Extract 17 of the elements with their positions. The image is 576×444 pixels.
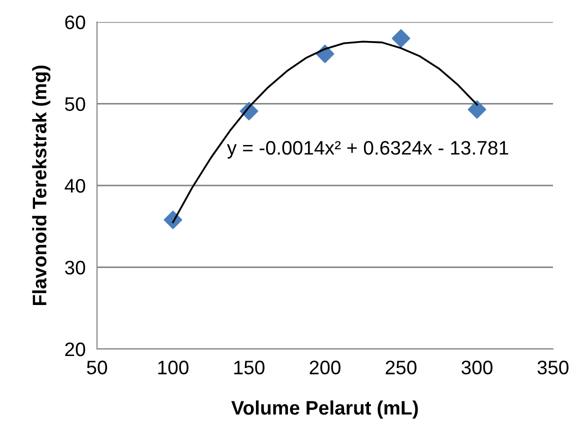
x-tick-label: 100	[158, 360, 188, 374]
y-tick-label: 50	[65, 97, 86, 111]
y-tick-label: 30	[65, 260, 86, 274]
x-axis-title: Volume Pelarut (mL)	[231, 400, 418, 419]
annotation: y = -0.0014x² + 0.6324x - 13.781	[227, 140, 508, 159]
x-tick-label: 50	[86, 360, 108, 374]
x-tick-label: 250	[386, 360, 416, 374]
y-tick-label: 60	[65, 15, 86, 30]
x-tick-label: 200	[310, 360, 340, 374]
y-tick-label: 40	[64, 178, 86, 193]
x-tick-label: 150	[234, 360, 264, 374]
x-tick-label: 350	[538, 360, 568, 374]
x-tick-label: 300	[462, 360, 492, 374]
point	[468, 100, 486, 119]
point	[392, 29, 410, 48]
y-axis-title: Flavonoid Terekstrak (mg)	[32, 66, 50, 306]
y-tick-label: 20	[65, 342, 86, 356]
